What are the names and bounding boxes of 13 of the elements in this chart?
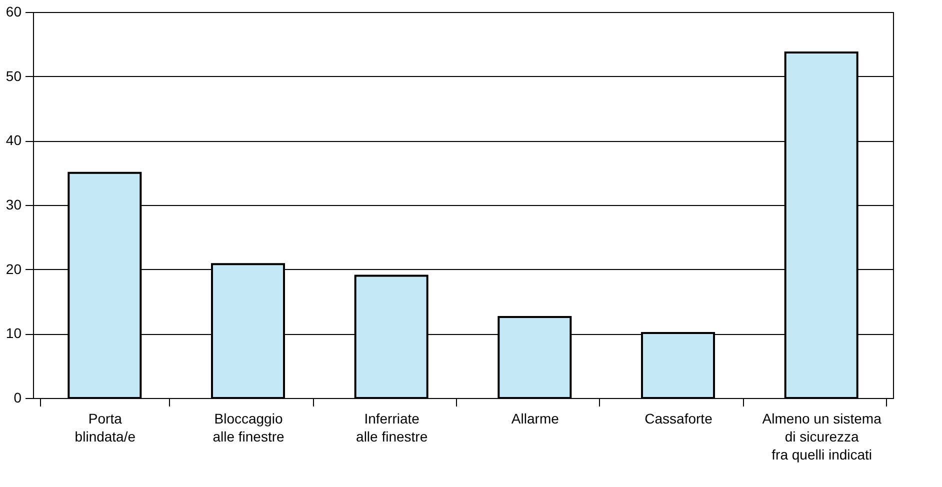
x-tick-label: Allarme — [511, 410, 560, 426]
y-tick-label: 0 — [14, 390, 22, 406]
y-tick-label: 20 — [6, 260, 22, 277]
y-tick-label: 60 — [6, 4, 22, 20]
x-tick-label: Inferriate alle finestre — [356, 410, 428, 444]
y-tick-label: 40 — [6, 132, 22, 148]
x-tick-label: Porta blindata/e — [74, 410, 136, 444]
x-tick-label: Bloccaggio alle finestre — [212, 410, 285, 444]
y-tick-label: 50 — [6, 68, 22, 84]
y-tick-label: 30 — [6, 196, 22, 212]
x-tick-label: Almeno un sistema di sicurezza fra quelli indicati — [762, 410, 882, 462]
y-tick-label: 10 — [6, 325, 22, 342]
x-tick-label: Cassaforte — [644, 410, 713, 426]
